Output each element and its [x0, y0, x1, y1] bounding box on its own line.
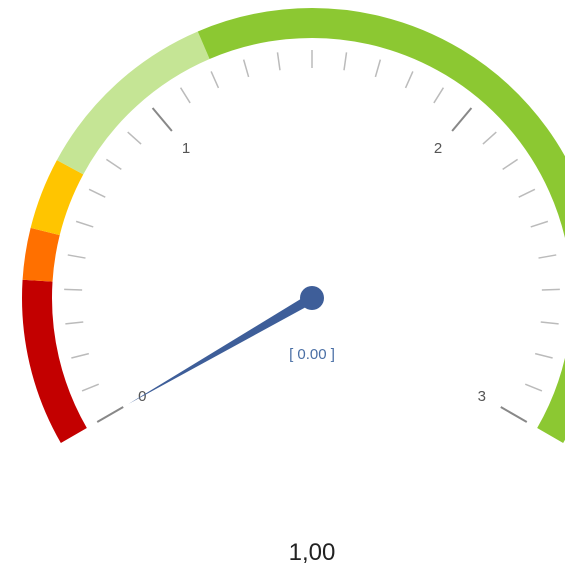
- minor-tick: [71, 352, 90, 359]
- needle-value-label: [ 0.00 ]: [289, 346, 335, 363]
- minor-tick: [105, 158, 122, 171]
- minor-tick: [127, 131, 142, 145]
- gauge-band-3: [56, 31, 210, 175]
- tick-label-2: 2: [434, 140, 442, 157]
- minor-tick: [538, 254, 557, 259]
- gauge-needle-hub: [300, 286, 324, 310]
- minor-tick: [179, 87, 191, 104]
- minor-tick: [64, 288, 83, 291]
- minor-tick: [81, 383, 100, 392]
- minor-tick: [502, 158, 519, 171]
- minor-tick: [482, 131, 497, 145]
- minor-tick: [210, 71, 220, 89]
- tick-label-1: 1: [182, 140, 190, 157]
- gauge-band-2: [30, 160, 84, 236]
- tick-label-0: 0: [138, 388, 146, 405]
- minor-tick: [67, 254, 86, 259]
- minor-tick: [518, 188, 536, 198]
- tick-label-3: 3: [478, 388, 486, 405]
- minor-tick: [540, 321, 559, 325]
- minor-tick: [530, 220, 549, 228]
- minor-tick: [88, 188, 106, 198]
- gauge-ticks: [64, 50, 560, 423]
- gauge-band-0: [22, 279, 87, 443]
- minor-tick: [242, 59, 250, 78]
- major-tick: [451, 107, 473, 132]
- gauge-band-4: [197, 8, 565, 443]
- major-tick: [96, 406, 124, 423]
- gauge-band-1: [22, 227, 60, 282]
- gauge-needle-group: [128, 286, 324, 404]
- gauge-display-value: 1,00: [289, 539, 336, 566]
- minor-tick: [524, 383, 543, 392]
- minor-tick: [433, 87, 445, 104]
- minor-tick: [404, 71, 414, 89]
- minor-tick: [276, 52, 281, 71]
- minor-tick: [65, 321, 84, 325]
- major-tick: [151, 107, 173, 132]
- gauge-tick-labels: 0 1 2 3: [138, 140, 486, 405]
- minor-tick: [541, 288, 560, 291]
- major-tick: [500, 406, 528, 423]
- minor-tick: [534, 352, 553, 359]
- minor-tick: [343, 52, 348, 71]
- gauge-bands: [22, 8, 565, 443]
- minor-tick: [374, 59, 382, 78]
- minor-tick: [75, 220, 94, 228]
- gauge-needle: [128, 293, 315, 404]
